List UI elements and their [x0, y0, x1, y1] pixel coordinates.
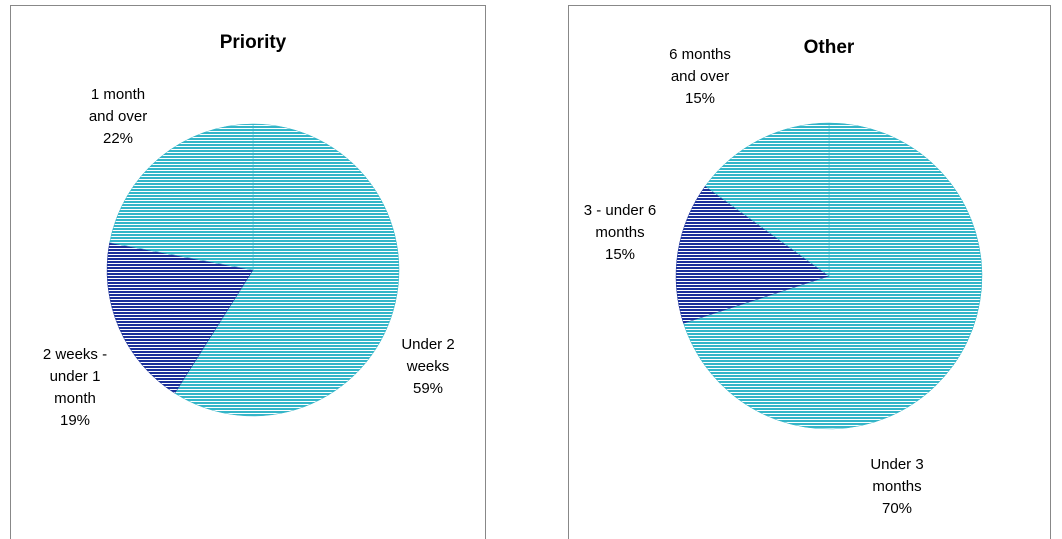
pie-slice — [683, 122, 983, 430]
slice-label: Under 3 months 70% — [860, 454, 935, 520]
slice-category: Under 2 weeks — [401, 336, 455, 375]
slice-value: 70% — [881, 500, 913, 517]
slice-category: Under 3 months — [870, 456, 924, 495]
panel — [568, 5, 1051, 539]
panel — [10, 5, 486, 539]
pie-slice — [675, 185, 830, 324]
chart-title-text: Priority — [219, 32, 287, 53]
slice-label: Under 2 weeks 59% — [391, 334, 466, 400]
slice-value: 59% — [412, 380, 444, 397]
slice-label: 6 months and over 15% — [660, 44, 740, 110]
slice-label: 1 month and over 22% — [78, 84, 158, 150]
pie-slice — [174, 123, 400, 417]
slice-category: 2 weeks - under 1 month — [42, 346, 108, 407]
slice-value: 19% — [59, 412, 91, 429]
chart-title: Priority — [153, 32, 353, 54]
chart-title: Other — [729, 37, 929, 59]
slice-category: 6 months and over — [669, 46, 731, 85]
pie-slice — [109, 123, 254, 271]
pie-slice — [106, 242, 254, 394]
slice-label: 2 weeks - under 1 month 19% — [39, 344, 111, 432]
slice-value: 15% — [684, 90, 716, 107]
slice-category: 1 month and over — [88, 86, 148, 125]
slice-category: 3 - under 6 months — [583, 202, 657, 241]
pie-slice — [704, 122, 830, 277]
slice-value: 15% — [604, 246, 636, 263]
chart-title-text: Other — [803, 37, 855, 58]
slice-value: 22% — [102, 130, 134, 147]
slice-label: 3 - under 6 months 15% — [580, 200, 660, 266]
